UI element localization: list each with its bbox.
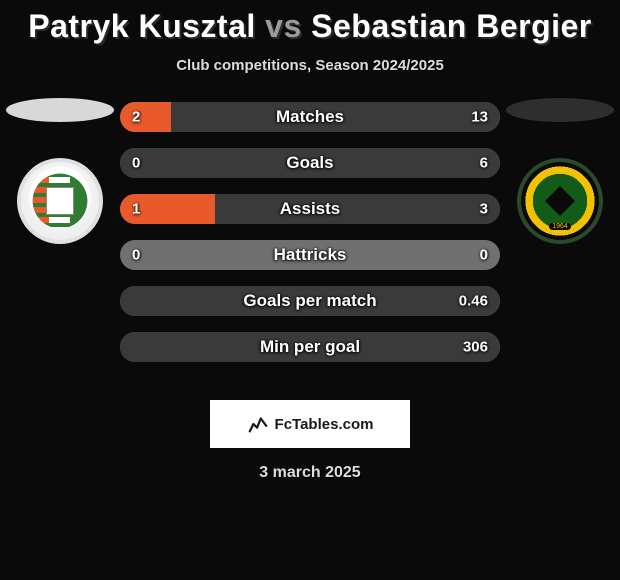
stat-value-right: 306 <box>463 339 488 356</box>
stat-label: Matches <box>276 107 344 127</box>
right-crest-year: 1964 <box>549 223 571 230</box>
right-club-crest: 1964 <box>517 158 603 244</box>
right-ellipse <box>506 98 614 122</box>
attribution-badge: FcTables.com <box>210 400 410 448</box>
title: Patryk Kusztal vs Sebastian Bergier <box>0 0 620 45</box>
bar-right <box>215 194 500 224</box>
stat-value-right: 3 <box>480 201 488 218</box>
left-club-crest <box>17 158 103 244</box>
stat-label: Hattricks <box>274 245 347 265</box>
comparison-card: Patryk Kusztal vs Sebastian Bergier Club… <box>0 0 620 580</box>
stat-value-right: 0 <box>480 247 488 264</box>
stat-value-left: 2 <box>132 109 140 126</box>
stat-row: 0 6 Goals <box>120 148 500 178</box>
stat-value-left: 0 <box>132 155 140 172</box>
right-crest-inner: 1964 <box>525 166 595 236</box>
stat-value-left: 0 <box>132 247 140 264</box>
stat-value-right: 0.46 <box>459 293 488 310</box>
stat-value-left: 1 <box>132 201 140 218</box>
left-column <box>0 102 120 244</box>
player1-name: Patryk Kusztal <box>28 8 256 44</box>
bar-left <box>120 102 171 132</box>
stat-row: 0.46 Goals per match <box>120 286 500 316</box>
right-column: 1964 <box>500 102 620 244</box>
date-text: 3 march 2025 <box>0 464 620 482</box>
stat-label: Assists <box>280 199 340 219</box>
stat-value-right: 13 <box>471 109 488 126</box>
stat-row: 1 3 Assists <box>120 194 500 224</box>
stat-label: Min per goal <box>260 337 360 357</box>
stat-row: 306 Min per goal <box>120 332 500 362</box>
stat-label: Goals per match <box>243 291 376 311</box>
stat-label: Goals <box>286 153 333 173</box>
player2-name: Sebastian Bergier <box>311 8 592 44</box>
left-ellipse <box>6 98 114 122</box>
fctables-logo-icon <box>247 413 269 435</box>
stat-row: 0 0 Hattricks <box>120 240 500 270</box>
vs-text: vs <box>265 8 302 44</box>
stat-row: 2 13 Matches <box>120 102 500 132</box>
subtitle: Club competitions, Season 2024/2025 <box>0 57 620 74</box>
stat-value-right: 6 <box>480 155 488 172</box>
stats-panel: 213Matches06Goals13Assists00Hattricks0.4… <box>120 102 500 378</box>
content-area: 1964 213Matches06Goals13Assists00Hattric… <box>0 102 620 382</box>
attribution-text: FcTables.com <box>275 416 374 433</box>
